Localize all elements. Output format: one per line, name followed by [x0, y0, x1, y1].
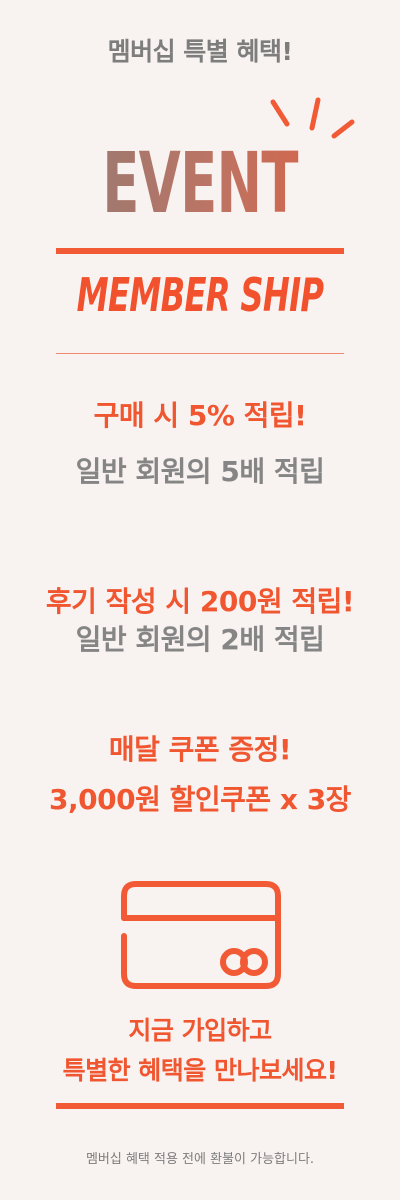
benefit-1-detail: 일반 회원의 5배 적립 — [75, 455, 325, 488]
event-heading: EVENT — [56, 138, 344, 228]
benefit-3-detail: 3,000원 할인쿠폰 x 3장 — [49, 783, 351, 816]
cta-line-2: 특별한 혜택을 만나보세요! — [62, 1056, 338, 1085]
benefit-2-detail: 일반 회원의 2배 적립 — [75, 623, 325, 656]
divider-thick-bottom — [56, 1103, 344, 1109]
benefit-2-headline: 후기 작성 시 200원 적립! — [45, 585, 355, 618]
footer-note: 멤버십 혜택 적용 전에 환불이 가능합니다. — [85, 1152, 315, 1167]
benefit-1-headline: 구매 시 5% 적립! — [93, 399, 307, 432]
benefit-3-headline: 매달 쿠폰 증정! — [108, 733, 292, 766]
membership-card-icon — [121, 881, 281, 989]
divider-thin — [56, 353, 344, 354]
divider-thick-top — [56, 248, 344, 254]
sparkle-lines-icon — [270, 97, 355, 139]
membership-heading: MEMBER SHIP — [76, 268, 324, 322]
page-title: 멤버십 특별 혜택! — [107, 37, 293, 66]
cta-line-1: 지금 가입하고 — [128, 1016, 272, 1045]
